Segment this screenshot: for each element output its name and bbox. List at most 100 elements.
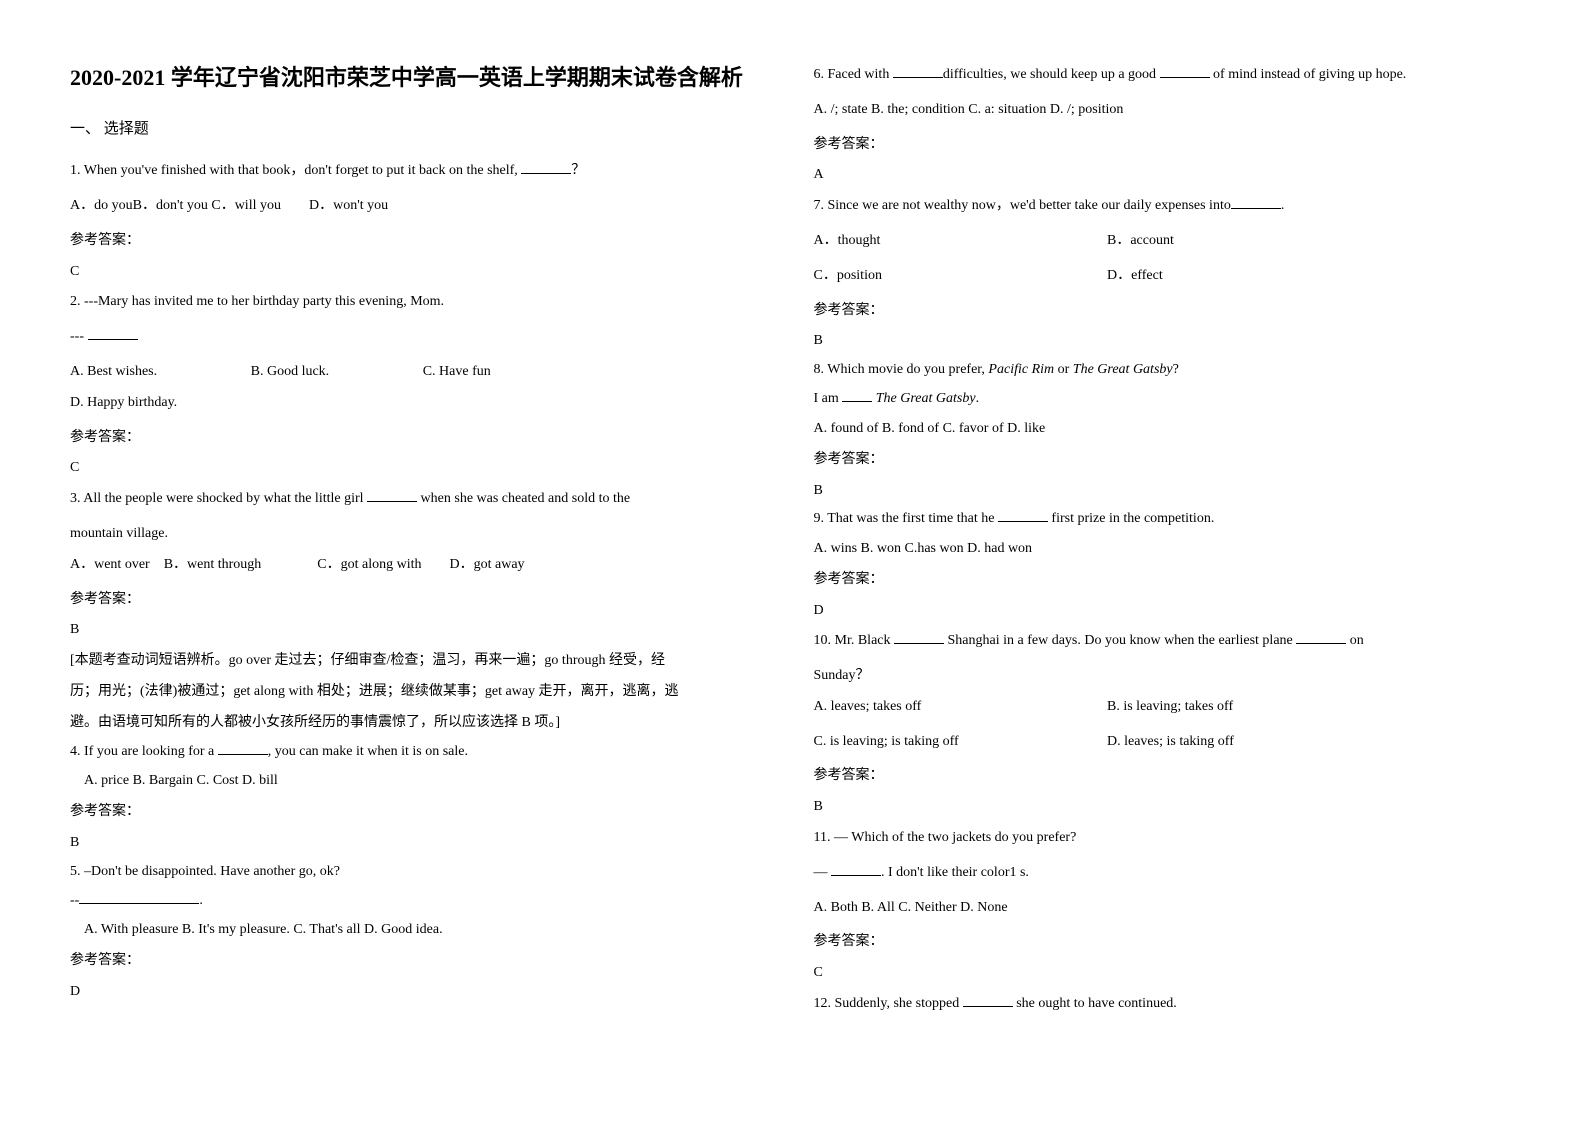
question-2-line2: --- [70, 322, 774, 353]
question-5-line1: 5. –Don't be disappointed. Have another … [70, 859, 774, 884]
q5-options: A. With pleasure B. It's my pleasure. C.… [70, 917, 774, 942]
q11-l2a: — [814, 865, 832, 880]
page-container: 2020-2021 学年辽宁省沈阳市荣芝中学高一英语上学期期末试卷含解析 一、 … [0, 0, 1587, 1084]
q5-line2b: . [199, 893, 203, 908]
q2-opt-b: B. Good luck. [251, 357, 330, 388]
q9-stem-a: 9. That was the first time that he [814, 511, 998, 526]
q6-options: A. /; state B. the; condition C. a: situ… [814, 95, 1518, 126]
answer-label: 参考答案： [70, 946, 774, 977]
answer-label: 参考答案： [814, 761, 1518, 792]
blank [88, 327, 138, 341]
q6-answer: A [814, 160, 1518, 191]
q10-stem-b: Shanghai in a few days. Do you know when… [944, 633, 1296, 648]
q7-stem-b: . [1281, 198, 1285, 213]
q3-stem-b: when she was cheated and sold to the [417, 491, 630, 506]
q12-stem-a: 12. Suddenly, she stopped [814, 996, 963, 1011]
q8-l1-b: or [1054, 362, 1073, 377]
q8-l1-i1: Pacific Rim [988, 362, 1054, 377]
blank [963, 993, 1013, 1007]
section-heading: 一、 选择题 [70, 113, 774, 146]
question-3: 3. All the people were shocked by what t… [70, 484, 774, 515]
blank [218, 741, 268, 755]
q8-l2-a: I am [814, 391, 843, 406]
q3-options: A．went over B．went through C．got along w… [70, 550, 774, 581]
blank [521, 161, 571, 175]
q9-stem-b: first prize in the competition. [1048, 511, 1214, 526]
q2-answer: C [70, 453, 774, 484]
q4-options: A. price B. Bargain C. Cost D. bill [70, 768, 774, 793]
question-8-line2: I am The Great Gatsby. [814, 386, 1518, 411]
q2-options: A. Best wishes. B. Good luck. C. Have fu… [70, 357, 774, 419]
q8-l2-b: . [976, 391, 980, 406]
q10-opt-b: B. is leaving; takes off [1107, 692, 1233, 723]
q10-stem-d: Sunday？ [814, 661, 1518, 692]
question-10: 10. Mr. Black Shanghai in a few days. Do… [814, 626, 1518, 657]
blank [998, 509, 1048, 523]
q11-l2b: . I don't like their color1 s. [881, 865, 1029, 880]
q8-l1-i2: The Great Gatsby [1073, 362, 1173, 377]
q10-options-row1: A. leaves; takes off B. is leaving; take… [814, 692, 1518, 723]
question-12: 12. Suddenly, she stopped she ought to h… [814, 989, 1518, 1020]
q10-stem-c: on [1346, 633, 1364, 648]
blank [1296, 631, 1346, 645]
answer-label: 参考答案： [70, 797, 774, 828]
question-1: 1. When you've finished with that book，d… [70, 156, 774, 187]
q3-answer: B [70, 615, 774, 646]
q7-answer: B [814, 326, 1518, 357]
question-6: 6. Faced with difficulties, we should ke… [814, 60, 1518, 91]
blank [1231, 196, 1281, 210]
q6-stem-a: 6. Faced with [814, 67, 893, 82]
blank [842, 389, 872, 403]
q1-options: A．do youB．don't you C．will you D．won't y… [70, 191, 774, 222]
blank [367, 489, 417, 503]
right-column: 6. Faced with difficulties, we should ke… [814, 60, 1518, 1024]
q10-answer: B [814, 792, 1518, 823]
doc-title: 2020-2021 学年辽宁省沈阳市荣芝中学高一英语上学期期末试卷含解析 [70, 60, 774, 95]
answer-label: 参考答案： [814, 445, 1518, 476]
q10-opt-c: C. is leaving; is taking off [814, 727, 1074, 758]
blank [831, 862, 881, 876]
q10-options-row2: C. is leaving; is taking off D. leaves; … [814, 727, 1518, 758]
q3-stem-a: 3. All the people were shocked by what t… [70, 491, 367, 506]
q7-opt-b: B．account [1107, 226, 1174, 257]
q4-stem-a: 4. If you are looking for a [70, 744, 218, 759]
q3-stem-c: mountain village. [70, 519, 774, 550]
answer-label: 参考答案： [70, 226, 774, 257]
q10-opt-a: A. leaves; takes off [814, 692, 1074, 723]
answer-label: 参考答案： [814, 130, 1518, 161]
question-11-line1: 11. — Which of the two jackets do you pr… [814, 823, 1518, 854]
q6-stem-c: of mind instead of giving up hope. [1210, 67, 1407, 82]
q2-dash: --- [70, 329, 88, 344]
q8-answer: B [814, 476, 1518, 507]
q3-explain-2: 历；用光；(法律)被通过；get along with 相处；进展；继续做某事；… [70, 677, 774, 708]
blank [893, 64, 943, 78]
question-2-line1: 2. ---Mary has invited me to her birthda… [70, 287, 774, 318]
q4-answer: B [70, 828, 774, 859]
q2-opt-d: D. Happy birthday. [70, 388, 177, 419]
q4-stem-b: , you can make it when it is on sale. [268, 744, 468, 759]
q5-line2a: -- [70, 893, 79, 908]
question-7: 7. Since we are not wealthy now，we'd bet… [814, 191, 1518, 222]
q8-options: A. found of B. fond of C. favor of D. li… [814, 416, 1518, 441]
question-4: 4. If you are looking for a , you can ma… [70, 739, 774, 764]
q9-options: A. wins B. won C.has won D. had won [814, 536, 1518, 561]
q10-stem-a: 10. Mr. Black [814, 633, 895, 648]
q10-opt-d: D. leaves; is taking off [1107, 727, 1234, 758]
q7-opt-d: D．effect [1107, 261, 1163, 292]
blank [1160, 64, 1210, 78]
q2-opt-a: A. Best wishes. [70, 357, 157, 388]
q9-answer: D [814, 596, 1518, 627]
q8-l1-a: 8. Which movie do you prefer, [814, 362, 989, 377]
q3-explain-3: 避。由语境可知所有的人都被小女孩所经历的事情震惊了，所以应该选择 B 项。] [70, 708, 774, 739]
q3-explain-1: [本题考查动词短语辨析。go over 走过去；仔细审查/检查；温习，再来一遍；… [70, 646, 774, 677]
q1-stem-a: 1. When you've finished with that book，d… [70, 163, 521, 178]
q7-stem-a: 7. Since we are not wealthy now，we'd bet… [814, 198, 1231, 213]
q11-options: A. Both B. All C. Neither D. None [814, 893, 1518, 924]
question-9: 9. That was the first time that he first… [814, 506, 1518, 531]
q5-answer: D [70, 977, 774, 1008]
q2-opt-c: C. Have fun [423, 357, 491, 388]
q7-opt-c: C．position [814, 261, 1074, 292]
answer-label: 参考答案： [814, 296, 1518, 327]
q7-options-row1: A．thought B．account [814, 226, 1518, 257]
blank [79, 890, 199, 904]
